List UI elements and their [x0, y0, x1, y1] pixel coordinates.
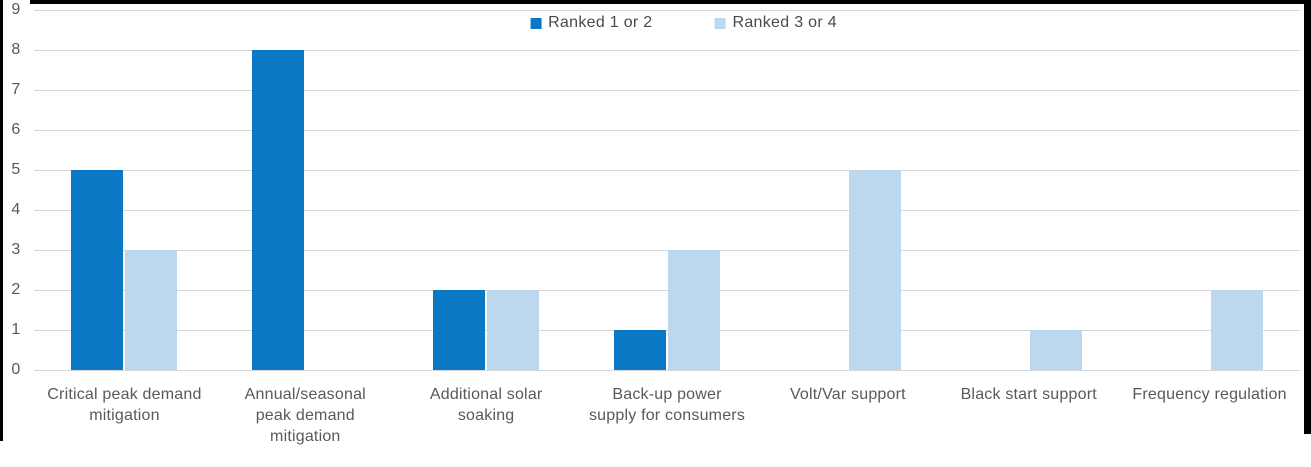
x-category-label: Frequency regulation — [1119, 384, 1300, 447]
bar-group — [215, 10, 396, 370]
bar-ranked-1-or-2 — [614, 330, 666, 370]
x-category-label: Critical peak demand mitigation — [34, 384, 215, 447]
bar-group — [396, 10, 577, 370]
gridline — [34, 370, 1300, 371]
y-tick-label: 2 — [11, 281, 21, 298]
x-category-label-line: Frequency regulation — [1132, 386, 1287, 403]
x-category-label-line: supply for consumers — [588, 407, 746, 424]
plot-area — [34, 10, 1300, 371]
y-tick-label: 9 — [11, 1, 21, 18]
x-category-label-line: Black start support — [960, 386, 1097, 403]
x-category-label-line: Back-up power — [612, 386, 722, 403]
bar-group — [34, 10, 215, 370]
y-tick-label: 4 — [11, 201, 21, 218]
legend-item: Ranked 1 or 2 — [530, 14, 652, 32]
frame-border-top — [30, 0, 1311, 4]
x-category-label-line: mitigation — [89, 407, 160, 424]
x-category-label-line: Volt/Var support — [789, 386, 906, 403]
x-category-label: Volt/Var support — [757, 384, 938, 447]
frame-border-left — [0, 0, 3, 441]
bar-ranked-1-or-2 — [433, 290, 486, 370]
bar-group — [757, 10, 938, 370]
x-category-label-line: mitigation — [270, 428, 341, 445]
bar-ranked-3-or-4 — [1210, 290, 1263, 370]
gridline — [34, 130, 1300, 131]
legend-item: Ranked 3 or 4 — [714, 14, 837, 32]
y-tick-label: 7 — [11, 80, 21, 98]
x-category-label: Back-up power supply for consumers — [577, 384, 758, 447]
bar-group — [1119, 10, 1300, 370]
gridline — [34, 250, 1300, 251]
gridline — [34, 290, 1300, 291]
bar-ranked-3-or-4 — [487, 290, 540, 370]
x-category-label-line: soaking — [457, 407, 515, 424]
x-category-label: Black start support — [938, 384, 1119, 447]
x-category-label-line: Critical peak demand — [47, 386, 202, 403]
bar-ranked-1-or-2 — [71, 170, 124, 370]
gridline — [34, 49, 1300, 51]
bar-groups — [34, 10, 1300, 370]
chart-legend: Ranked 1 or 2 Ranked 3 or 4 — [530, 14, 837, 32]
y-tick-label: 6 — [11, 120, 21, 138]
gridline — [34, 10, 1300, 11]
bar-group — [938, 10, 1119, 370]
legend-swatch-icon — [714, 17, 726, 29]
x-axis: Critical peak demand mitigation Annual/sea… — [34, 384, 1300, 447]
gridline — [34, 329, 1300, 331]
bar-ranked-3-or-4 — [668, 250, 720, 370]
y-tick-label: 5 — [11, 160, 21, 178]
y-tick-label: 0 — [11, 361, 21, 378]
bar-group — [577, 10, 758, 370]
x-category-label: Annual/seasonal peak demand mitigation — [215, 384, 396, 447]
bar-ranked-3-or-4 — [848, 170, 901, 370]
legend-label: Ranked 1 or 2 — [548, 14, 653, 31]
gridline — [34, 210, 1300, 211]
legend-swatch-icon — [530, 17, 542, 29]
y-tick-label: 3 — [11, 240, 21, 258]
gridline — [34, 89, 1300, 91]
bar-ranked-1-or-2 — [252, 50, 305, 370]
y-axis: 9 8 7 6 5 4 3 2 1 0 — [4, 1, 28, 378]
gridline — [34, 169, 1300, 171]
x-category-label-line: Annual/seasonal — [244, 386, 366, 403]
frame-border-right — [1304, 0, 1311, 434]
x-category-label: Additional solar soaking — [396, 384, 577, 447]
y-tick-label: 8 — [11, 40, 21, 58]
x-category-label-line: peak demand — [255, 407, 355, 424]
x-category-label-line: Additional solar — [429, 386, 543, 403]
legend-label: Ranked 3 or 4 — [732, 14, 837, 31]
bar-ranked-3-or-4 — [125, 250, 178, 370]
y-tick-label: 1 — [11, 320, 21, 338]
bar-ranked-3-or-4 — [1029, 330, 1082, 370]
